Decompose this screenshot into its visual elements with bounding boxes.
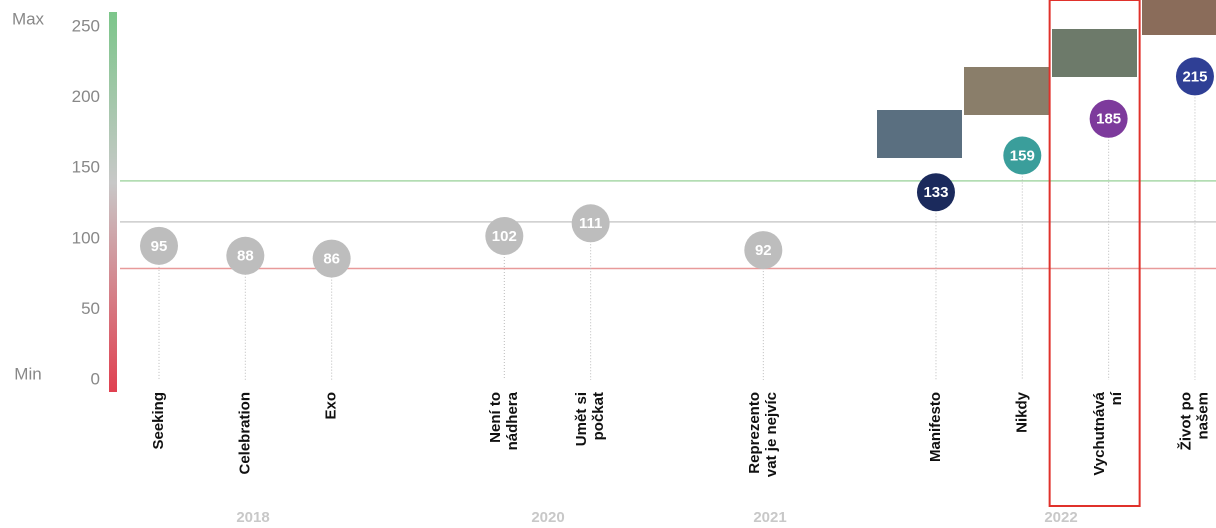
value-label: 133 [923, 184, 948, 201]
bubble [1003, 136, 1042, 175]
min-label: Min [14, 364, 41, 383]
x-tick-label: Celebration [236, 392, 253, 475]
x-tick-label: Umět si [573, 392, 590, 446]
y-tick-label: 100 [72, 228, 100, 247]
year-label: 2021 [753, 509, 786, 526]
y-tick-label: 150 [72, 158, 100, 177]
x-tick-label: počkat [590, 392, 607, 440]
value-label: 86 [323, 251, 340, 268]
x-tick-label: Není to [487, 392, 504, 443]
highlight-box [1048, 0, 1141, 507]
value-label: 102 [492, 228, 517, 245]
x-tick-label: Reprezento [746, 392, 763, 474]
x-tick-label: Nikdy [1013, 391, 1030, 433]
y-tick-label: 250 [72, 16, 100, 35]
bubble [916, 173, 955, 212]
year-label: 2020 [531, 509, 564, 526]
x-tick-label: Manifesto [927, 392, 944, 462]
value-label: 215 [1182, 68, 1207, 85]
x-tick-label: Exo [323, 392, 340, 420]
bubble [744, 231, 783, 270]
bubble [1175, 57, 1214, 96]
x-tick-label: vat je nejvíc [763, 392, 780, 477]
value-label: 185 [1096, 111, 1121, 128]
bubble [1089, 99, 1128, 138]
year-label: 2018 [236, 509, 269, 526]
x-tick-label: nádhera [504, 391, 521, 450]
y-tick-label: 200 [72, 87, 100, 106]
y-tick-label: 0 [91, 369, 100, 388]
thumbnails [877, 0, 1216, 158]
x-tick-label: Život po [1176, 392, 1194, 450]
value-label: 111 [579, 215, 602, 232]
value-label: 95 [151, 238, 168, 255]
x-tick-label: našem [1194, 392, 1211, 440]
bubble [312, 239, 351, 278]
bubble [140, 226, 178, 265]
x-tick-label: Seeking [150, 392, 167, 450]
value-label: 159 [1010, 147, 1035, 164]
bubble [571, 204, 610, 243]
year-label: 2022 [1044, 509, 1077, 526]
value-label: 92 [755, 242, 772, 259]
max-label: Max [12, 9, 45, 28]
scale-bar [109, 12, 117, 392]
bubble [485, 216, 524, 255]
x-tick-label: Vychutnává [1091, 391, 1108, 475]
value-label: 88 [237, 248, 254, 265]
y-tick-label: 50 [81, 299, 100, 318]
x-tick-label: ní [1108, 391, 1125, 405]
bubble [226, 236, 265, 275]
